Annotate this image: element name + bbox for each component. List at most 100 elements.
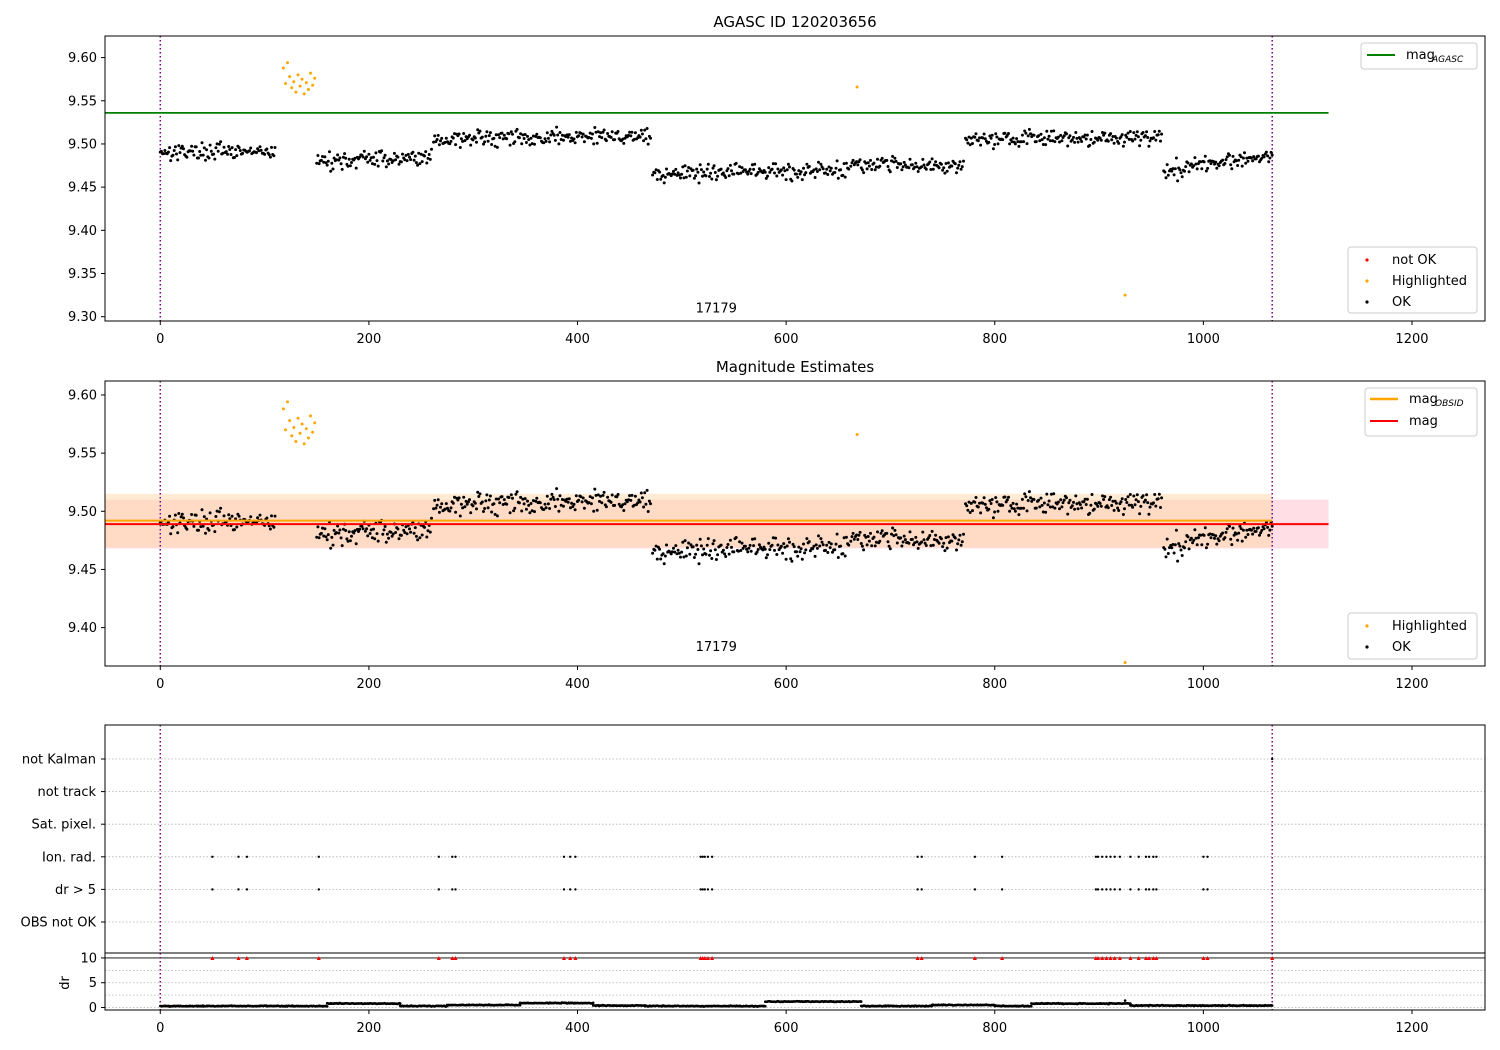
magnitude-panel: Magnitude Estimates 17179 9.409.459.509.…: [68, 358, 1486, 692]
agasc-ok-point: [546, 136, 550, 140]
agasc-ok-point: [453, 132, 456, 136]
agasc-ok-point: [406, 152, 410, 156]
agasc-ok-point: [979, 143, 983, 147]
magnitude-ok-point: [1083, 497, 1087, 501]
magnitude-ok-point: [430, 516, 433, 520]
magnitude-ok-point: [763, 547, 767, 551]
magnitude-ok-point: [1005, 498, 1009, 502]
agasc-ok-point: [382, 156, 386, 160]
magnitude-ok-point: [1225, 527, 1229, 531]
magnitude-ok-point: [796, 554, 800, 558]
agasc-ok-point: [956, 166, 960, 170]
dr-limit-marker: [1144, 956, 1148, 960]
agasc-ok-point: [1178, 168, 1182, 172]
agasc-ok-point: [180, 144, 184, 148]
magnitude-ok-point: [974, 496, 978, 499]
agasc-ok-point: [1154, 138, 1158, 142]
dr-limit-marker: [316, 956, 321, 960]
magnitude-ok-point: [1223, 536, 1227, 540]
magnitude-highlighted-point: [290, 434, 294, 438]
magnitude-ok-point: [338, 528, 342, 532]
magnitude-ok-point: [630, 493, 634, 497]
flag-point: [211, 855, 214, 858]
agasc-ok-point: [790, 179, 794, 183]
dr-limit-marker: [568, 956, 573, 960]
magnitude-ok-point: [955, 548, 958, 552]
magnitude-ok-point: [316, 525, 320, 529]
magnitude-ok-point: [437, 510, 441, 514]
magnitude-ok-point: [878, 539, 882, 543]
magnitude-ok-point: [640, 496, 644, 500]
magnitude-ok-point: [1184, 540, 1188, 544]
agasc-ok-point: [451, 136, 455, 140]
magnitude-ok-point: [818, 544, 822, 548]
agasc-ok-point: [404, 153, 408, 157]
agasc-ok-point: [1254, 157, 1258, 161]
magnitude-ok-point: [762, 545, 766, 549]
agasc-ok-point: [1246, 159, 1250, 163]
agasc-ok-point: [1007, 132, 1010, 135]
magnitude-ok-point: [987, 507, 991, 511]
magnitude-ok-point: [325, 538, 329, 542]
magnitude-ok-point: [1134, 498, 1138, 502]
agasc-ok-point: [449, 139, 453, 143]
magnitude-ok-point: [747, 546, 751, 550]
magnitude-ok-point: [1145, 493, 1149, 497]
magnitude-ok-point: [228, 517, 232, 521]
agasc-ok-point: [1070, 138, 1074, 142]
agasc-ok-point: [1123, 140, 1126, 144]
flag-point: [317, 855, 320, 858]
flag-row-label: dr > 5: [55, 883, 96, 898]
agasc-ok-point: [672, 169, 675, 173]
agasc-ok-point: [629, 134, 633, 138]
magnitude-ok-point: [434, 506, 438, 510]
magnitude-ok-point: [476, 490, 480, 494]
agasc-ok-point: [677, 173, 681, 177]
magnitude-ok-point: [856, 538, 860, 541]
agasc-ok-point: [419, 152, 423, 156]
magnitude-ok-point: [1135, 493, 1139, 497]
agasc-ok-point: [1236, 164, 1240, 167]
agasc-ok-point: [595, 141, 599, 145]
magnitude-ok-point: [390, 534, 394, 538]
magnitude-ok-point: [1139, 504, 1143, 508]
agasc-ok-point: [646, 142, 650, 146]
agasc-ok-point: [989, 136, 993, 140]
magnitude-ok-point: [1195, 543, 1199, 547]
agasc-ok-point: [567, 133, 571, 137]
magnitude-ok-point: [443, 507, 447, 511]
magnitude-ok-point: [850, 535, 854, 539]
agasc-ok-point: [649, 136, 652, 140]
flag-row-label: not track: [37, 785, 96, 800]
agasc-ok-point: [559, 138, 563, 141]
magnitude-ok-point: [1213, 536, 1216, 540]
magnitude-ok-point: [495, 514, 499, 518]
magnitude-ok-point: [530, 509, 534, 513]
magnitude-ok-point: [235, 525, 239, 529]
agasc-ok-point: [885, 158, 889, 162]
flag-point: [1094, 888, 1098, 891]
agasc-ok-point: [685, 169, 689, 173]
magnitude-ok-point: [727, 552, 731, 556]
magnitude-ok-point: [557, 509, 561, 513]
agasc-ok-point: [673, 172, 677, 176]
agasc-ok-point: [976, 139, 980, 143]
agasc-ok-point: [1264, 150, 1268, 154]
magnitude-ok-point: [405, 532, 409, 536]
magnitude-ok-point: [757, 543, 761, 547]
agasc-ok-point: [369, 156, 373, 160]
agasc-ytick-label: 9.60: [68, 51, 97, 66]
magnitude-ok-point: [358, 527, 362, 531]
agasc-ok-point: [436, 133, 440, 137]
agasc-ok-point: [826, 173, 830, 176]
magnitude-ok-point: [670, 550, 674, 554]
magnitude-ok-point: [409, 530, 413, 534]
magnitude-ok-point: [515, 490, 519, 494]
flag-point: [1155, 855, 1158, 858]
agasc-ok-point: [1269, 150, 1273, 154]
magnitude-ok-point: [836, 556, 840, 559]
agasc-ok-point: [699, 168, 703, 172]
magnitude-ok-point: [493, 512, 497, 516]
magnitude-ok-point: [593, 487, 597, 491]
magnitude-ok-point: [851, 531, 855, 535]
